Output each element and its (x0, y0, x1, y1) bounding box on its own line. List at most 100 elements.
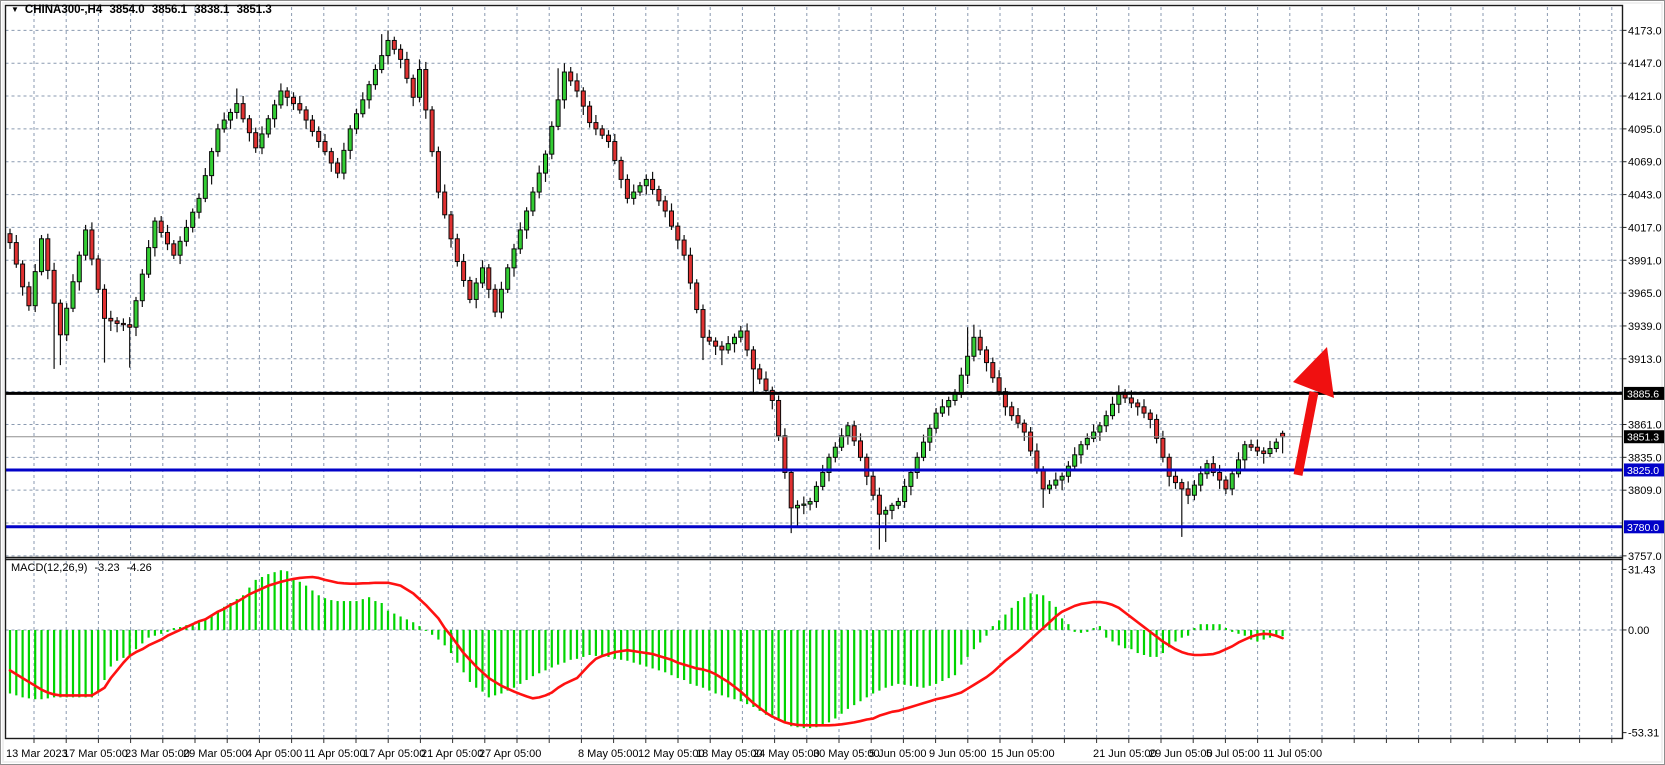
macd-tick-label: 31.43 (1628, 564, 1656, 576)
candle-bear (744, 330, 750, 351)
candle-bull (354, 113, 359, 130)
candle-bull (1097, 425, 1103, 433)
candle-bear (429, 109, 435, 153)
candle-bull (839, 435, 845, 448)
candle-bear (574, 80, 580, 92)
price-label-text: 3825.0 (1627, 465, 1659, 477)
candle-bull (517, 229, 523, 250)
symbol-dropdown-icon[interactable]: ▼ (11, 5, 19, 14)
candle-bull (202, 175, 208, 199)
candle-bull (32, 271, 38, 307)
candle-bear (618, 159, 624, 180)
candle-bull (933, 412, 939, 429)
candle-bull (228, 111, 233, 121)
macd-signal-line (8, 575, 1284, 727)
candle-bear (1248, 444, 1254, 448)
date-tick-label: 24 May 05:00 (753, 748, 820, 760)
candle-bear (788, 471, 794, 509)
date-tick-label: 11 Jul 05:00 (1263, 748, 1322, 760)
candle-bear (448, 214, 454, 240)
candle-bull (133, 300, 139, 328)
macd-tick-label: 0.00 (1628, 625, 1649, 637)
candle-bull (1047, 484, 1052, 490)
candle-bull (952, 393, 958, 401)
candle-bull (637, 185, 643, 193)
candle-bear (435, 151, 441, 193)
candle-bear (127, 324, 133, 328)
candle-bear (977, 336, 983, 351)
candle-bull (341, 149, 347, 174)
candle-bear (246, 118, 252, 134)
candle-bear (410, 77, 416, 98)
candle-bear (568, 71, 574, 82)
candle-bear (1173, 475, 1178, 484)
candle-bull (379, 55, 385, 71)
candle-bear (1217, 471, 1223, 481)
price-tick-label: 3757.0 (1628, 551, 1662, 563)
date-tick-label: 29 Jun 05:00 (1149, 748, 1213, 760)
candle-bear (669, 210, 674, 227)
candle-bear (1015, 415, 1021, 424)
candle-bear (984, 349, 989, 364)
candle-bear (776, 399, 782, 437)
ohlc-low: 3838.1 (194, 4, 230, 16)
date-tick-label: 21 Apr 05:00 (421, 748, 483, 760)
candle-bear (120, 322, 126, 326)
resistance-line-price-label (1624, 386, 1664, 400)
candle-bear (89, 229, 95, 260)
candle-bull (536, 172, 542, 193)
candle-bear (606, 134, 611, 143)
hline-objects-layer (5, 391, 1623, 529)
candle-bear (13, 242, 19, 265)
candles-layer (7, 30, 1286, 550)
price-tick-label: 3861.0 (1628, 419, 1662, 431)
candle-bull (1078, 444, 1084, 456)
current-price-line-price-label (1624, 430, 1664, 444)
date-tick-label: 9 Jun 05:00 (929, 748, 987, 760)
candle-bull (832, 446, 838, 458)
candle-bear (763, 378, 769, 391)
macd-layer (8, 570, 1284, 729)
candle-bear (706, 336, 712, 342)
candle-bear (750, 349, 756, 370)
candle-bear (51, 269, 57, 304)
macd-value: -3.23 (94, 562, 120, 574)
date-tick-label: 29 Mar 05:00 (183, 748, 248, 760)
price-label-text: 3780.0 (1627, 522, 1659, 534)
candle-bear (1141, 406, 1147, 414)
candle-bull (965, 355, 971, 376)
candle-bull (1229, 473, 1235, 490)
candle-bull (1198, 473, 1204, 486)
price-tick-label: 4147.0 (1628, 58, 1662, 70)
chart-title: ▼ CHINA300-,H4 3854.0 3856.1 3838.1 3851.… (11, 4, 276, 16)
candle-bull (265, 118, 271, 135)
candle-bull (971, 336, 977, 357)
candle-bull (807, 501, 813, 505)
price-tick-label: 4069.0 (1628, 157, 1662, 169)
candle-bear (1280, 432, 1286, 438)
candle-bull (725, 343, 731, 351)
candle-bull (480, 267, 485, 284)
candle-bull (631, 191, 637, 199)
candle-bear (303, 109, 309, 121)
candle-bull (927, 427, 933, 443)
candle-bull (845, 425, 851, 437)
candle-bull (259, 133, 265, 149)
candle-bear (675, 225, 681, 241)
candle-bear (1028, 431, 1034, 452)
up-arrow-annotation[interactable] (1293, 347, 1334, 476)
candle-bull (795, 504, 800, 509)
candle-bear (404, 58, 410, 79)
candle-bull (139, 273, 145, 302)
macd-tick-label: -53.31 (1628, 728, 1659, 740)
candle-bear (870, 475, 876, 496)
candle-bull (813, 485, 819, 503)
candle-bear (492, 288, 498, 313)
candle-bull (1053, 479, 1059, 486)
candle-bear (612, 141, 618, 161)
candle-bear (624, 178, 630, 199)
candle-bear (1154, 418, 1160, 439)
candle-bull (738, 330, 744, 338)
candle-bear (158, 220, 164, 233)
